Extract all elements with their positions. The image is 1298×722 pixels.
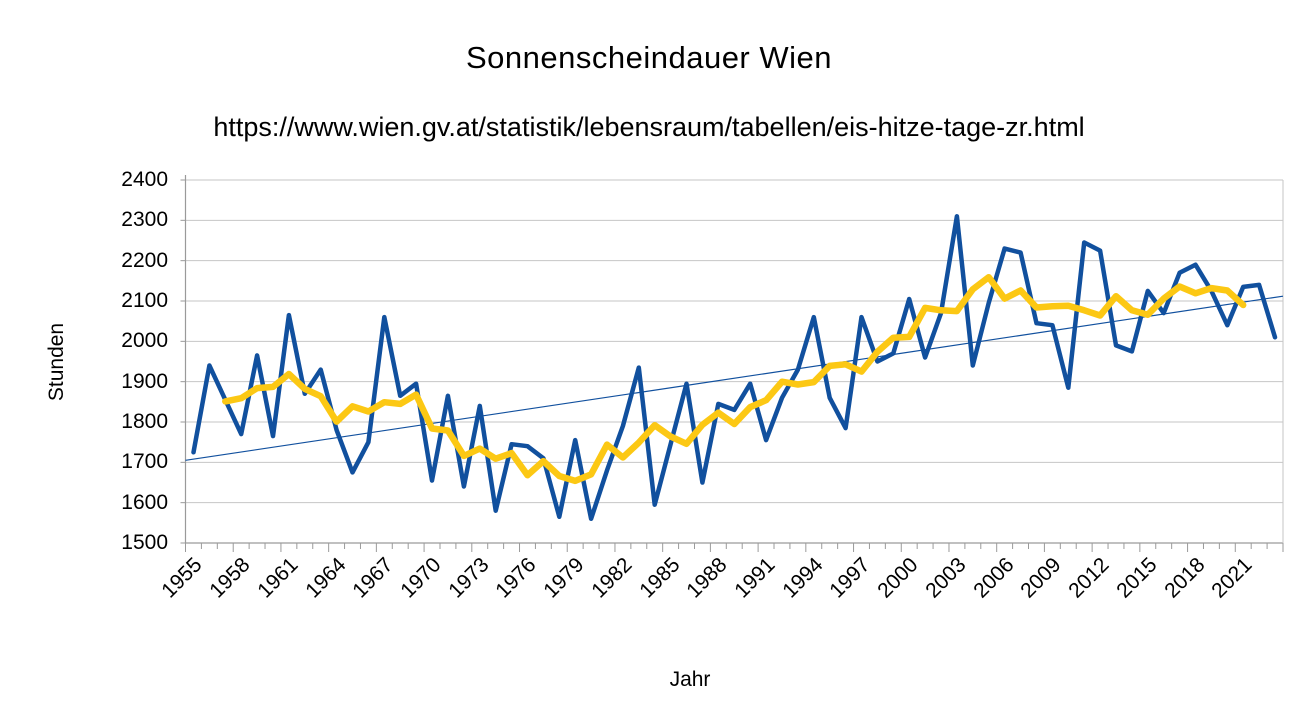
y-tick-label-2000: 2000 (121, 329, 168, 353)
chart-subtitle: https://www.wien.gv.at/statistik/lebensr… (213, 112, 1085, 142)
y-tick-label-1900: 1900 (121, 369, 168, 393)
y-tick-label-2200: 2200 (121, 248, 168, 272)
chart-title: Sonnenscheindauer Wien (465, 40, 833, 75)
x-axis-title: Jahr (669, 668, 711, 691)
y-tick-label-1500: 1500 (121, 531, 168, 554)
y-tick-label-1800: 1800 (121, 410, 168, 433)
y-tick-label-2300: 2300 (121, 208, 168, 232)
series-moving-average-line (222, 273, 1247, 485)
series-annual-line (191, 214, 1278, 522)
series-trend-line (185, 295, 1284, 461)
y-tick-label-1700: 1700 (121, 450, 168, 474)
y-tick-label-1600: 1600 (121, 490, 168, 514)
y-tick-label-2400: 2400 (121, 168, 168, 191)
y-tick-label-2100: 2100 (121, 289, 168, 312)
